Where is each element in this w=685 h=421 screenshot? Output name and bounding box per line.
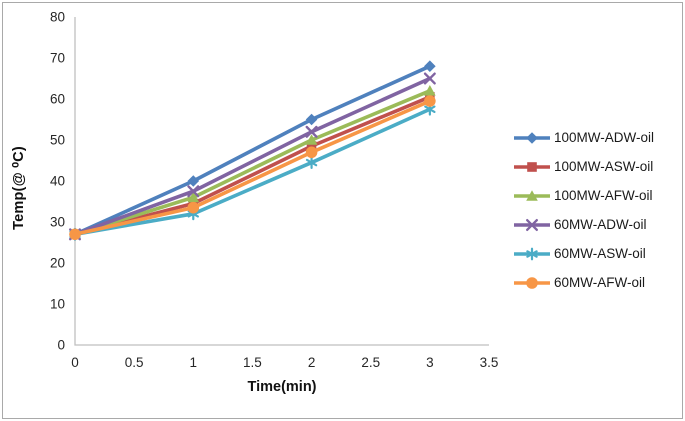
x-marker xyxy=(187,185,200,198)
legend-label: 60MW-ASW-oil xyxy=(554,246,646,261)
x-marker xyxy=(526,218,538,231)
diamond-marker xyxy=(305,113,318,126)
circle-marker xyxy=(424,95,436,107)
x-tick-label-0: 0 xyxy=(71,355,79,370)
legend-label: 100MW-AFW-oil xyxy=(554,188,653,203)
x-tick-label-3.5: 3.5 xyxy=(480,355,499,370)
x-axis-title: Time(min) xyxy=(247,379,317,395)
y-tick-label-10: 10 xyxy=(50,297,65,312)
chart-legend: 100MW-ADW-oil 100MW-ASW-oil 100MW-AFW-oil 6… xyxy=(511,123,679,297)
y-tick-label-0: 0 xyxy=(57,338,65,353)
legend-item-100MW-AFW-oil: 100MW-AFW-oil xyxy=(511,181,679,210)
legend-key-circle xyxy=(514,276,550,289)
series-line-100MW-ADW-oil xyxy=(73,64,432,237)
x-tick-label-3: 3 xyxy=(426,355,434,370)
triangle-marker xyxy=(424,85,436,96)
asterisk-marker xyxy=(526,247,538,260)
diamond-marker xyxy=(424,60,436,72)
triangle-marker xyxy=(526,189,538,201)
legend-item-100MW-ADW-oil: 100MW-ADW-oil xyxy=(511,123,679,152)
legend-label: 60MW-ADW-oil xyxy=(554,217,647,232)
circle-marker xyxy=(69,228,81,241)
legend-key-triangle xyxy=(514,189,550,201)
square-marker xyxy=(527,161,537,172)
x-marker xyxy=(423,72,436,85)
y-tick-label-30: 30 xyxy=(50,215,65,230)
x-tick-label-2: 2 xyxy=(308,355,316,370)
x-tick-label-0.5: 0.5 xyxy=(125,355,144,370)
y-tick-label-40: 40 xyxy=(50,174,65,189)
legend-key-x xyxy=(514,218,550,231)
y-tick-label-80: 80 xyxy=(50,10,65,25)
x-tick-label-1: 1 xyxy=(190,355,198,370)
diamond-marker xyxy=(187,175,200,187)
series-line-60MW-ASW-oil xyxy=(73,107,432,237)
legend-key-square xyxy=(514,161,550,172)
legend-item-60MW-ADW-oil: 60MW-ADW-oil xyxy=(511,210,679,239)
square-marker xyxy=(306,141,317,151)
x-tick-label-2.5: 2.5 xyxy=(361,355,380,370)
circle-marker xyxy=(305,146,318,159)
legend-item-100MW-ASW-oil: 100MW-ASW-oil xyxy=(511,152,679,181)
circle-marker xyxy=(187,201,200,214)
y-tick-label-70: 70 xyxy=(50,51,65,66)
series-line-100MW-ASW-oil xyxy=(73,95,432,237)
legend-item-60MW-ASW-oil: 60MW-ASW-oil xyxy=(511,239,679,268)
triangle-marker xyxy=(305,134,318,145)
diamond-marker xyxy=(526,131,538,144)
series-line-60MW-ADW-oil xyxy=(73,76,432,237)
y-tick-label-60: 60 xyxy=(50,92,65,107)
y-tick-label-20: 20 xyxy=(50,256,65,271)
y-tick-label-50: 50 xyxy=(50,133,65,148)
y-axis-title: Temp(@ ⁰C) xyxy=(11,146,27,230)
axis-lines xyxy=(74,17,489,346)
x-tick-label-1.5: 1.5 xyxy=(243,355,262,370)
legend-key-asterisk xyxy=(514,247,550,260)
legend-key-diamond xyxy=(514,131,550,144)
legend-label: 60MW-AFW-oil xyxy=(554,275,646,290)
asterisk-marker xyxy=(305,156,318,169)
series-line-60MW-AFW-oil xyxy=(73,99,432,237)
legend-item-60MW-AFW-oil: 60MW-AFW-oil xyxy=(511,268,679,297)
x-marker xyxy=(305,125,318,138)
legend-label: 100MW-ASW-oil xyxy=(554,159,654,174)
triangle-marker xyxy=(187,191,200,203)
legend-label: 100MW-ADW-oil xyxy=(554,130,655,145)
circle-marker xyxy=(526,276,538,289)
series-line-100MW-AFW-oil xyxy=(73,89,432,237)
